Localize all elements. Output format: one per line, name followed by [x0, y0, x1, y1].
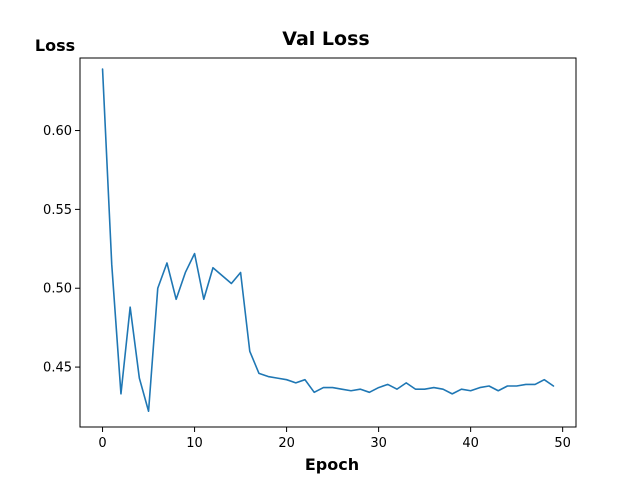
chart-title: Val Loss — [282, 28, 369, 50]
x-tick-label: 30 — [370, 436, 387, 451]
x-tick-label: 20 — [278, 436, 295, 451]
x-tick-label: 50 — [554, 436, 571, 451]
plot-frame — [79, 57, 577, 428]
x-tick-label: 0 — [98, 436, 106, 451]
y-axis-ticks: 0.45 0.50 0.55 0.60 — [43, 124, 80, 376]
y-tick-label: 0.60 — [43, 124, 72, 139]
x-tick-label: 10 — [186, 436, 203, 451]
y-tick-label: 0.50 — [43, 282, 72, 297]
x-tick-label: 40 — [462, 436, 479, 451]
series-layer — [101, 68, 555, 413]
x-axis-label: Epoch — [305, 455, 359, 474]
y-tick-label: 0.45 — [43, 361, 72, 376]
y-tick-label: 0.55 — [43, 203, 72, 218]
series-line — [101, 68, 555, 413]
x-axis-ticks: 0 10 20 30 40 50 — [98, 427, 571, 451]
y-axis-label: Loss — [35, 36, 75, 55]
